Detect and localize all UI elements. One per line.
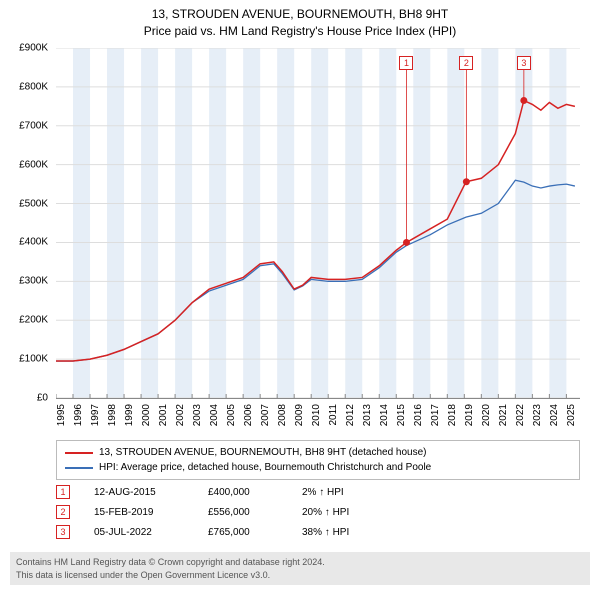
sale-events-table: 1 12-AUG-2015 £400,000 2% ↑ HPI 2 15-FEB-2019… (56, 482, 580, 542)
x-tick-label: 1997 (90, 404, 101, 426)
x-tick-label: 2011 (328, 404, 339, 426)
event-diff: 2% ↑ HPI (302, 487, 392, 498)
event-price: £765,000 (208, 527, 278, 538)
x-tick-label: 2016 (413, 404, 424, 426)
x-tick-label: 2000 (141, 404, 152, 426)
event-row: 1 12-AUG-2015 £400,000 2% ↑ HPI (56, 482, 580, 502)
x-tick-label: 2018 (447, 404, 458, 426)
x-tick-label: 2004 (209, 404, 220, 426)
x-tick-label: 2015 (396, 404, 407, 426)
attribution-line-2: This data is licensed under the Open Gov… (16, 569, 584, 582)
x-tick-label: 2019 (464, 404, 475, 426)
event-date: 15-FEB-2019 (94, 507, 184, 518)
title-line-2: Price paid vs. HM Land Registry's House … (0, 23, 600, 40)
x-tick-label: 2023 (532, 404, 543, 426)
x-tick-label: 2006 (243, 404, 254, 426)
legend-swatch (65, 452, 93, 454)
sale-marker-3: 3 (517, 56, 531, 70)
event-date: 05-JUL-2022 (94, 527, 184, 538)
legend-swatch (65, 467, 93, 469)
x-tick-label: 2022 (515, 404, 526, 426)
y-tick-label: £800K (19, 81, 48, 92)
event-row: 3 05-JUL-2022 £765,000 38% ↑ HPI (56, 522, 580, 542)
x-tick-label: 1995 (56, 404, 67, 426)
x-tick-label: 2020 (481, 404, 492, 426)
legend-row: 13, STROUDEN AVENUE, BOURNEMOUTH, BH8 9H… (65, 445, 571, 460)
y-tick-label: £300K (19, 276, 48, 287)
x-tick-label: 2025 (566, 404, 577, 426)
x-tick-label: 2021 (498, 404, 509, 426)
event-price: £556,000 (208, 507, 278, 518)
x-tick-label: 2007 (260, 404, 271, 426)
event-price: £400,000 (208, 487, 278, 498)
x-tick-label: 2013 (362, 404, 373, 426)
event-diff: 20% ↑ HPI (302, 507, 392, 518)
y-tick-label: £0 (37, 393, 48, 404)
title-line-1: 13, STROUDEN AVENUE, BOURNEMOUTH, BH8 9H… (0, 6, 600, 23)
event-date: 12-AUG-2015 (94, 487, 184, 498)
x-tick-label: 2005 (226, 404, 237, 426)
y-tick-label: £700K (19, 120, 48, 131)
x-tick-label: 2010 (311, 404, 322, 426)
title-block: 13, STROUDEN AVENUE, BOURNEMOUTH, BH8 9H… (0, 0, 600, 40)
sale-marker-1: 1 (399, 56, 413, 70)
x-tick-label: 2012 (345, 404, 356, 426)
legend-label: 13, STROUDEN AVENUE, BOURNEMOUTH, BH8 9H… (99, 445, 427, 460)
event-marker: 3 (56, 525, 70, 539)
x-tick-label: 1999 (124, 404, 135, 426)
y-tick-label: £100K (19, 354, 48, 365)
y-tick-label: £200K (19, 315, 48, 326)
event-marker: 2 (56, 505, 70, 519)
x-tick-label: 2008 (277, 404, 288, 426)
legend: 13, STROUDEN AVENUE, BOURNEMOUTH, BH8 9H… (56, 440, 580, 480)
event-diff: 38% ↑ HPI (302, 527, 392, 538)
y-tick-label: £600K (19, 159, 48, 170)
y-tick-label: £400K (19, 237, 48, 248)
x-tick-label: 1996 (73, 404, 84, 426)
x-tick-label: 2003 (192, 404, 203, 426)
chart-svg (56, 48, 580, 398)
x-tick-label: 2017 (430, 404, 441, 426)
x-tick-label: 2002 (175, 404, 186, 426)
y-tick-label: £500K (19, 198, 48, 209)
x-tick-label: 2009 (294, 404, 305, 426)
x-tick-label: 2024 (549, 404, 560, 426)
attribution-line-1: Contains HM Land Registry data © Crown c… (16, 556, 584, 569)
event-row: 2 15-FEB-2019 £556,000 20% ↑ HPI (56, 502, 580, 522)
chart-container: 13, STROUDEN AVENUE, BOURNEMOUTH, BH8 9H… (0, 0, 600, 590)
x-tick-label: 2001 (158, 404, 169, 426)
y-axis: £0£100K£200K£300K£400K£500K£600K£700K£80… (0, 48, 52, 398)
sale-marker-2: 2 (459, 56, 473, 70)
y-tick-label: £900K (19, 43, 48, 54)
event-marker: 1 (56, 485, 70, 499)
legend-row: HPI: Average price, detached house, Bour… (65, 460, 571, 475)
x-tick-label: 2014 (379, 404, 390, 426)
x-axis: 1995 1996 1997 1998 1999 2000 2001 2002 2003 2004… (56, 400, 580, 440)
x-tick-label: 1998 (107, 404, 118, 426)
attribution-footer: Contains HM Land Registry data © Crown c… (10, 552, 590, 585)
chart-plot-area: 1 2 3 (56, 48, 580, 399)
legend-label: HPI: Average price, detached house, Bour… (99, 460, 431, 475)
